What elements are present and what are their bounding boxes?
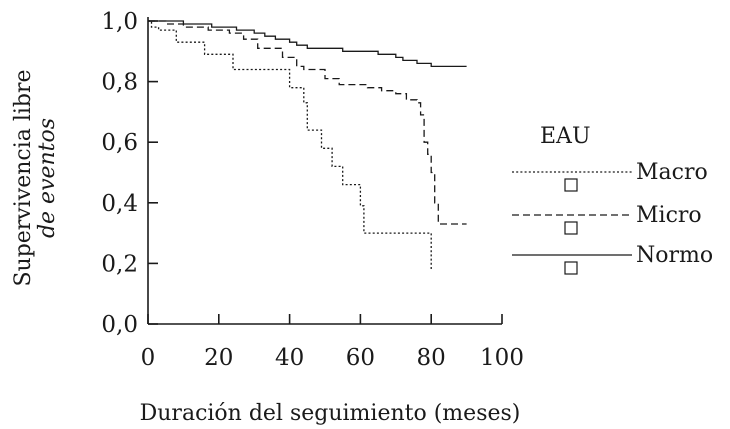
- x-tick-label: 80: [417, 345, 446, 371]
- legend-label-normo: Normo: [636, 243, 713, 268]
- y-tick-label: 0,2: [101, 251, 138, 277]
- x-tick-label: 60: [346, 345, 375, 371]
- legend-marker-normo: [564, 261, 578, 275]
- x-axis-title: Duración del seguimiento (meses): [140, 401, 521, 426]
- series-normo-line: [148, 20, 467, 68]
- y-tick-label: 0,8: [101, 70, 138, 96]
- y-axis-title-line2: de eventos: [35, 118, 60, 238]
- y-tick-label: 0,4: [101, 191, 138, 217]
- y-tick-label: 1,0: [101, 9, 138, 35]
- legend-title: EAU: [540, 124, 591, 149]
- x-tick-label: 20: [204, 345, 233, 371]
- legend-marker-macro: [564, 178, 578, 192]
- legend-label-micro: Micro: [636, 203, 702, 228]
- legend: EAU Macro Micro Normo: [512, 124, 713, 275]
- axes-group: 0,0 0,2 0,4 0,6 0,8 1,0 0 20 40 60 80 100: [101, 9, 524, 371]
- x-tick-label: 0: [141, 345, 156, 371]
- y-axis-title-line1: Supervivencia libre: [11, 69, 36, 286]
- x-tick-label: 100: [480, 345, 524, 371]
- legend-marker-micro: [564, 221, 578, 235]
- legend-label-macro: Macro: [636, 160, 708, 185]
- y-tick-label: 0,0: [101, 312, 138, 338]
- series-group: [148, 20, 467, 270]
- y-tick-label: 0,6: [101, 130, 138, 156]
- series-macro-line: [148, 20, 432, 270]
- series-micro-line: [148, 20, 467, 225]
- x-tick-label: 40: [275, 345, 304, 371]
